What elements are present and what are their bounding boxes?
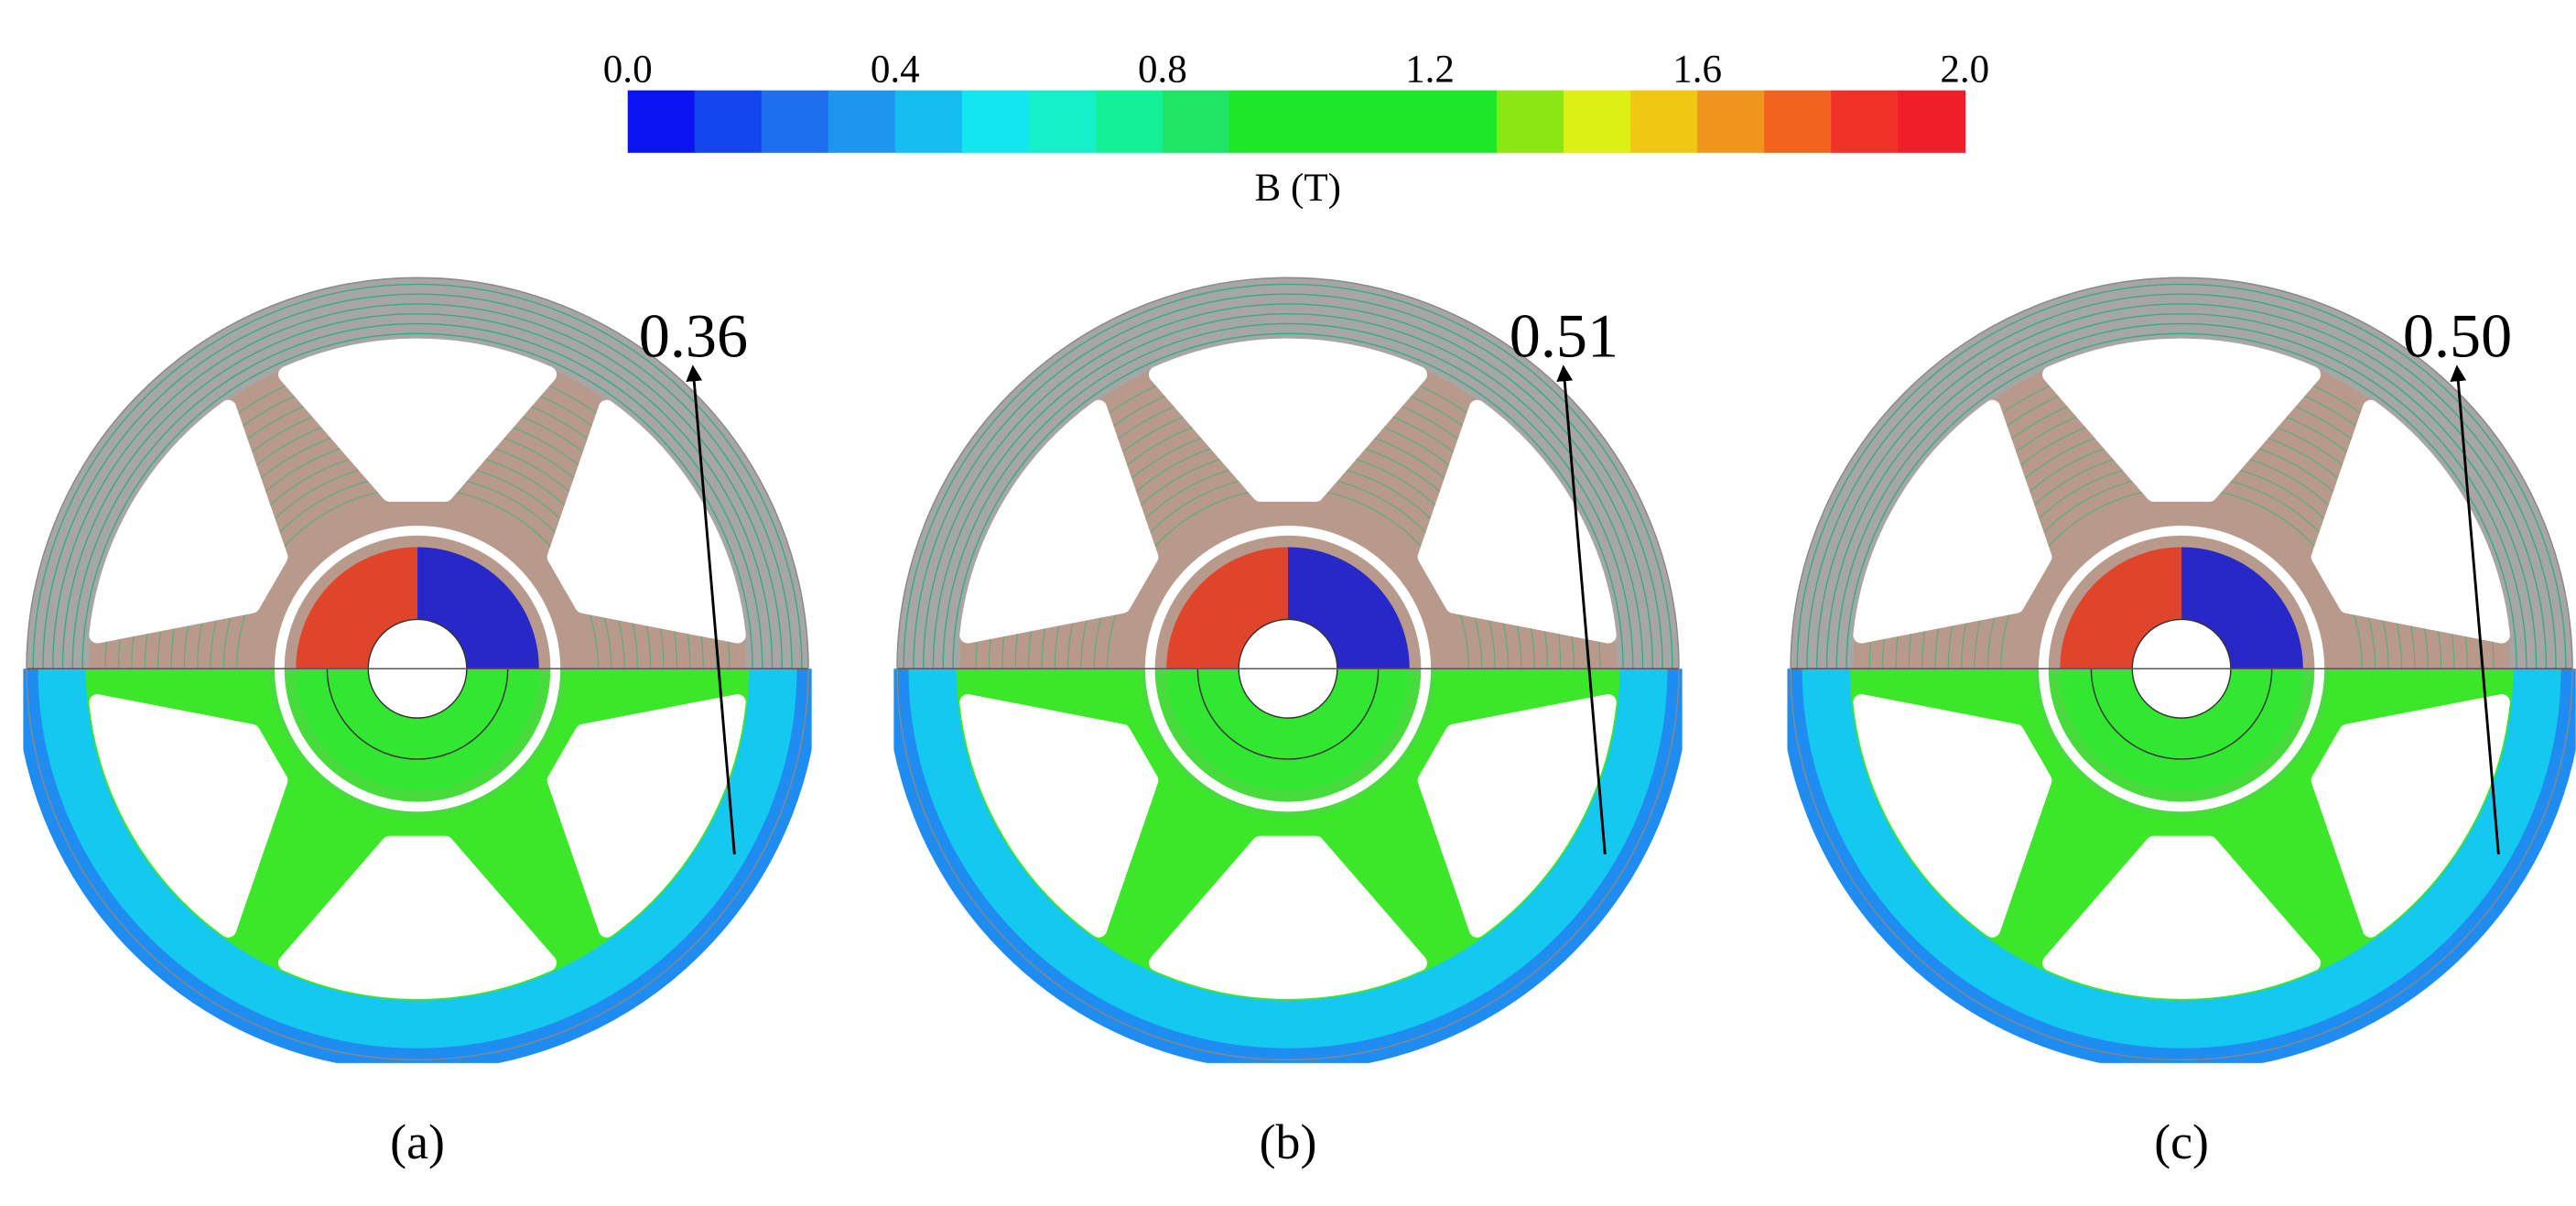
flux-line	[932, 313, 1644, 669]
colorbar-segment	[694, 90, 763, 153]
colorbar-segment	[828, 90, 896, 153]
motor-cross-section	[1787, 277, 2576, 1063]
colorbar-segment	[1095, 90, 1164, 153]
annotation-arrow	[686, 364, 736, 855]
colorbar-segment	[1295, 90, 1364, 153]
rotor-density	[296, 668, 539, 791]
stator-window	[1853, 399, 2052, 644]
flux-line	[952, 332, 1624, 669]
rotor-contour	[326, 668, 509, 760]
stator-window	[278, 835, 557, 999]
rotor-bottom	[296, 668, 539, 791]
colorbar-segment	[1430, 90, 1498, 153]
colorbar-tick-label: 2.0	[1940, 49, 1989, 92]
flux-line	[1806, 293, 2557, 669]
colorbar-segment	[1764, 90, 1833, 153]
colorbar-segment	[1028, 90, 1097, 153]
outline	[26, 277, 809, 1061]
annotation-value: 0.50	[2403, 300, 2512, 370]
flux-line	[71, 322, 763, 669]
colorbar-segment	[627, 90, 696, 153]
flux-line	[903, 283, 1673, 669]
stator-window	[547, 399, 746, 644]
flux-line	[52, 303, 783, 669]
motor-cross-section	[23, 277, 812, 1063]
stator-window	[1853, 694, 2052, 938]
annotation-arrow	[1556, 364, 1607, 855]
stator-window	[278, 338, 557, 502]
rotor-density	[1166, 668, 1410, 791]
flux-line	[923, 303, 1653, 669]
stator-window	[1417, 694, 1617, 938]
rotor-contour	[2090, 668, 2273, 760]
stator-window	[1417, 399, 1617, 644]
colorbar-segment	[1162, 90, 1230, 153]
stator-window	[2311, 694, 2510, 938]
stator-window	[547, 694, 746, 938]
motor-cross-section	[893, 277, 1683, 1063]
stator-window	[959, 399, 1159, 644]
colorbar-segment	[961, 90, 1030, 153]
colorbar-segment	[1630, 90, 1699, 153]
colorbar-segment	[1362, 90, 1431, 153]
colorbar-segment	[1228, 90, 1297, 153]
annotation-value: 0.36	[639, 300, 748, 370]
annotation-value: 0.51	[1510, 300, 1618, 370]
flux-line	[1845, 332, 2517, 669]
flux-line	[81, 332, 753, 669]
stator-window	[1148, 338, 1428, 502]
flux-line	[42, 293, 793, 669]
flux-line	[1825, 313, 2538, 669]
colorbar-segment	[1564, 90, 1632, 153]
colorbar-tick-label: 0.4	[871, 49, 920, 92]
stator-window	[959, 694, 1159, 938]
colorbar-segment	[894, 90, 963, 153]
colorbar-tick-label: 1.2	[1405, 49, 1455, 92]
annotation-arrow	[2450, 364, 2500, 855]
panel-caption: (c)	[2154, 1114, 2209, 1169]
flux-line	[1816, 303, 2548, 669]
colorbar-segment	[1898, 90, 1966, 153]
colorbar-segment	[1497, 90, 1564, 153]
flux-line	[32, 283, 803, 669]
stator-window	[2042, 835, 2322, 999]
panel-caption: (a)	[390, 1114, 445, 1169]
stator-window	[89, 399, 288, 644]
rotor-density	[2060, 668, 2303, 791]
colorbar-segment	[1697, 90, 1766, 153]
colorbar-tick-label: 0.0	[603, 49, 653, 92]
stator-window	[89, 694, 288, 938]
panel-caption: (b)	[1260, 1114, 1317, 1169]
flux-line	[61, 313, 774, 669]
stator-window	[2311, 399, 2510, 644]
flux-line	[913, 293, 1663, 669]
outline	[896, 277, 1680, 1061]
colorbar-tick-label: 1.6	[1672, 49, 1722, 92]
colorbar-segment	[761, 90, 829, 153]
stator-window	[1148, 835, 1428, 999]
rotor-bottom	[1166, 668, 1410, 791]
rotor-contour	[1196, 668, 1380, 760]
colorbar-segment	[1831, 90, 1900, 153]
rotor-bottom	[2060, 668, 2303, 791]
flux-line	[942, 322, 1634, 669]
colorbar-tick-label: 0.8	[1138, 49, 1187, 92]
outline	[1790, 277, 2573, 1061]
colorbar-label: B (T)	[1255, 167, 1341, 210]
stator-window	[2042, 338, 2322, 502]
flux-line	[1796, 283, 2567, 669]
flux-line	[1835, 322, 2527, 669]
